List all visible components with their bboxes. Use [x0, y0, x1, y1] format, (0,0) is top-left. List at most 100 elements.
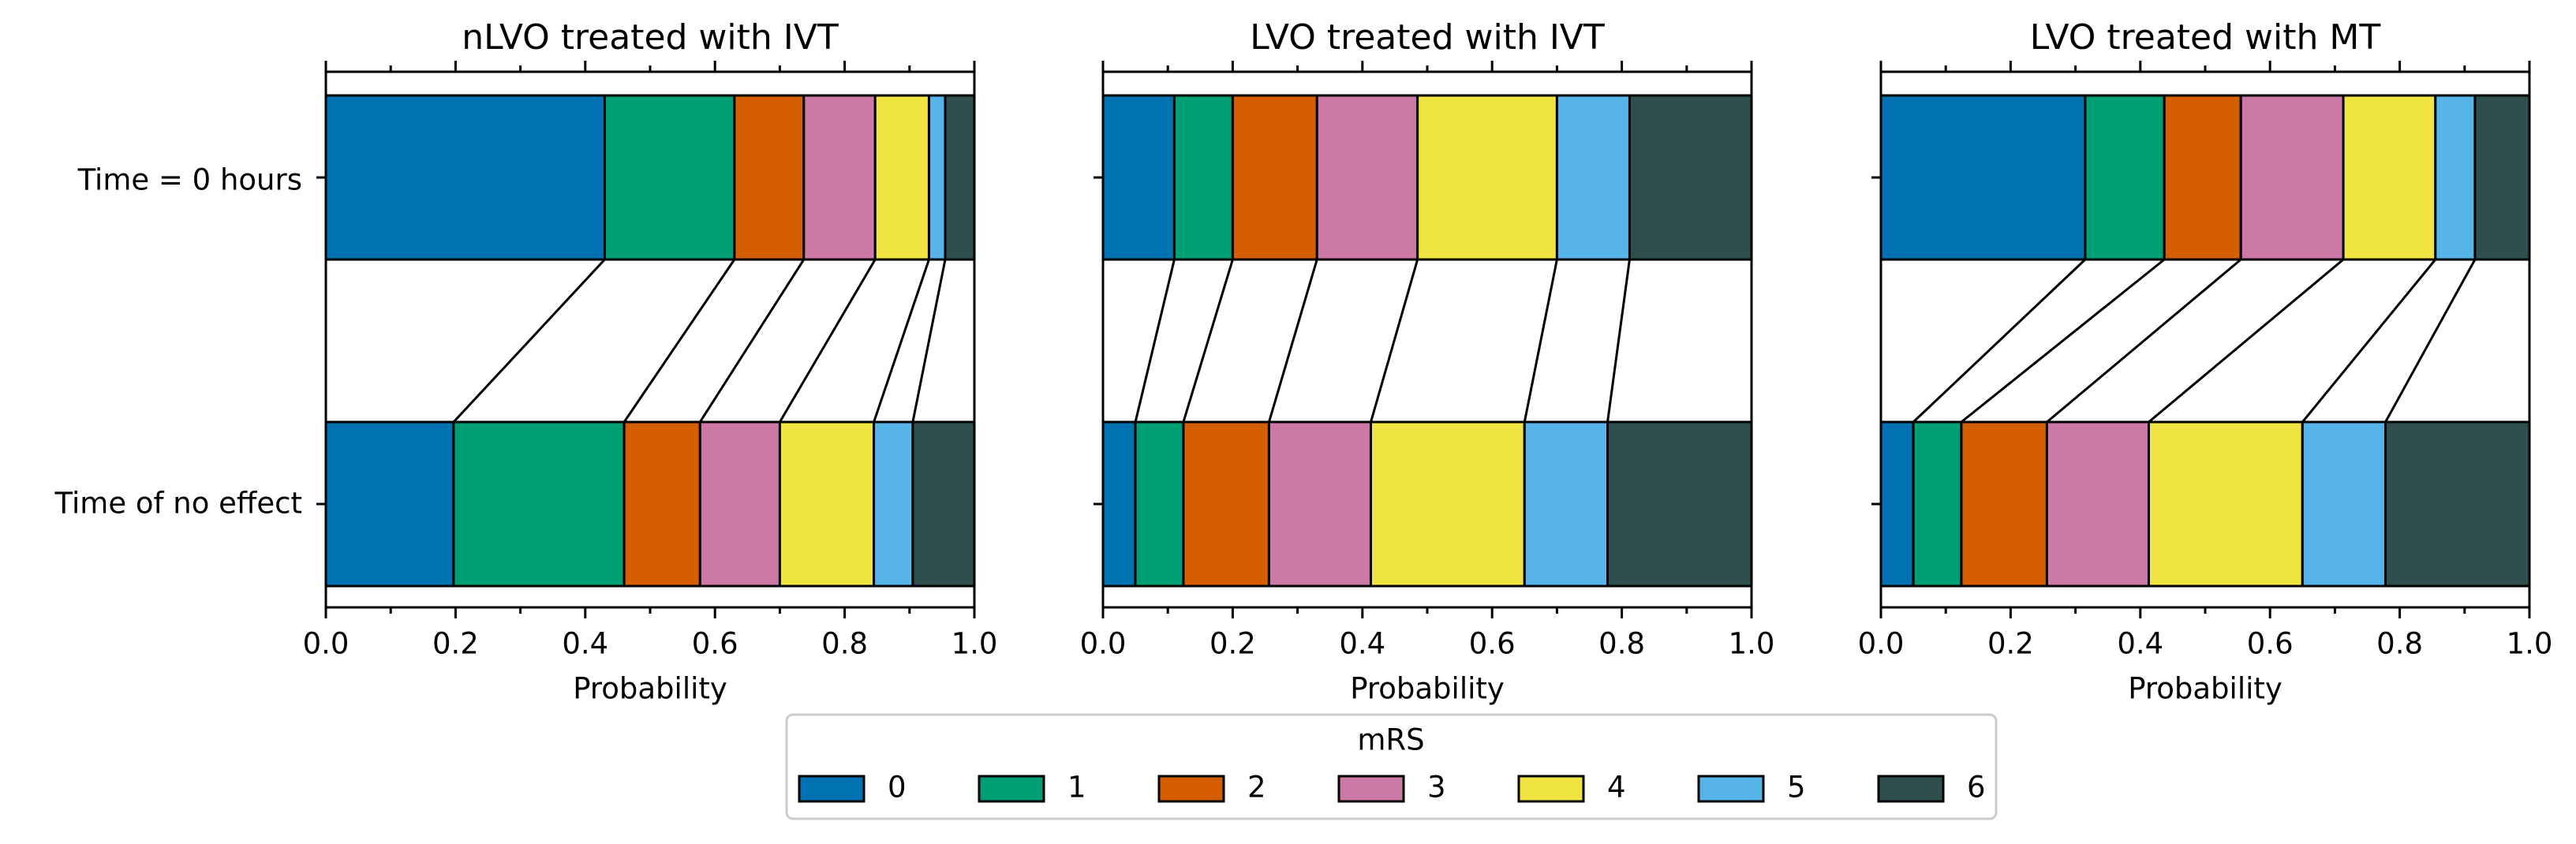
connector-line — [911, 259, 947, 423]
legend-title: mRS — [1357, 723, 1424, 757]
bar-segment-mrs-2 — [1182, 420, 1270, 588]
x-tick-label: 1.0 — [2507, 627, 2553, 661]
legend: mRS 0 1 2 3 4 5 6 — [785, 713, 1998, 820]
x-tick-label: 0.0 — [1080, 627, 1127, 661]
x-tick-label: 0.2 — [432, 627, 479, 661]
bar-segment-mrs-5 — [1555, 94, 1631, 261]
chart-panel-2: 0.0 0.2 0.4 0.6 0.8 1.0 Probability LVO treated… — [1858, 17, 2553, 706]
connector-line — [452, 258, 606, 424]
bar-segment-mrs-4 — [1369, 420, 1526, 588]
x-tick-label: 0.8 — [821, 627, 868, 661]
bar-segment-mrs-1 — [1172, 94, 1234, 261]
legend-label: 5 — [1787, 771, 1806, 805]
bar-segment-mrs-0 — [1101, 420, 1137, 588]
legend-entry-mrs-3: 3 — [1337, 771, 1446, 805]
connector-line — [1912, 258, 2086, 424]
x-tick-label: 0.0 — [1858, 627, 1905, 661]
ylabel-time-no-effect: Time of no effect — [54, 487, 302, 521]
connector-line — [1606, 259, 1631, 423]
connector-line — [779, 259, 877, 423]
bar-segment-mrs-1 — [452, 420, 626, 588]
connector-line — [873, 259, 930, 423]
connector-line — [1267, 259, 1318, 423]
connector-line — [1182, 259, 1234, 423]
legend-label: 1 — [1067, 771, 1086, 805]
bar-segment-mrs-4 — [778, 420, 876, 588]
bar-segment-mrs-0 — [1101, 94, 1176, 261]
connector-line — [2046, 258, 2242, 424]
bar-segment-mrs-4 — [1416, 94, 1558, 261]
legend-label: 6 — [1967, 771, 1986, 805]
legend-swatch — [1517, 775, 1585, 803]
x-tick-label: 0.2 — [1987, 627, 2034, 661]
x-axis-label: Probability — [2128, 672, 2283, 706]
x-tick-label: 0.8 — [1598, 627, 1645, 661]
chart-panels: 0.0 0.2 0.4 0.6 0.8 1.0 Probability nLVO treate… — [303, 17, 2553, 706]
bar-segment-mrs-6 — [1606, 420, 1753, 588]
bar-segment-mrs-6 — [944, 94, 976, 261]
legend-entry-mrs-6: 6 — [1877, 771, 1986, 805]
bar-segment-mrs-0 — [324, 420, 455, 588]
bar-segment-mrs-3 — [1315, 94, 1419, 261]
bar-segment-mrs-0 — [1879, 94, 2087, 261]
bar-segment-mrs-2 — [733, 94, 806, 261]
legend-swatch — [978, 775, 1045, 803]
legend-box — [785, 713, 1998, 820]
bar-segment-mrs-3 — [2045, 420, 2150, 588]
connector-line — [2301, 259, 2436, 423]
legend-swatch — [1337, 775, 1405, 803]
x-tick-label: 1.0 — [1729, 627, 1775, 661]
legend-label: 0 — [888, 771, 907, 805]
y-axis-labels: Time = 0 hours Time of no effect — [54, 163, 302, 521]
legend-label: 3 — [1427, 771, 1446, 805]
chart-panel-1: 0.0 0.2 0.4 0.6 0.8 1.0 Probability LVO treated… — [1080, 17, 1775, 706]
x-tick-label: 0.0 — [303, 627, 350, 661]
bar-segment-mrs-4 — [2342, 94, 2437, 261]
chart-title: nLVO treated with IVT — [462, 17, 839, 58]
legend-swatch — [1877, 775, 1945, 803]
bar-segment-mrs-3 — [802, 94, 877, 261]
legend-label: 2 — [1247, 771, 1266, 805]
bar-segment-mrs-2 — [1960, 420, 2048, 588]
bar-segment-mrs-5 — [2301, 420, 2387, 588]
bar-segment-mrs-6 — [2384, 420, 2531, 588]
connector-line — [1134, 259, 1176, 423]
connector-line — [699, 259, 806, 423]
x-tick-label: 0.4 — [2117, 627, 2163, 661]
x-axis-label: Probability — [1350, 672, 1505, 706]
legend-entry-mrs-5: 5 — [1697, 771, 1806, 805]
bar-segment-mrs-4 — [2147, 420, 2304, 588]
connector-line — [623, 259, 736, 423]
bar-segment-mrs-2 — [623, 420, 701, 588]
bar-segment-mrs-3 — [2239, 94, 2345, 261]
bar-segment-mrs-3 — [1267, 420, 1372, 588]
legend-entry-mrs-1: 1 — [978, 771, 1086, 805]
x-tick-label: 0.6 — [692, 627, 738, 661]
chart-panel-0: 0.0 0.2 0.4 0.6 0.8 1.0 Probability nLVO treate… — [303, 17, 998, 706]
bar-segment-mrs-6 — [2473, 94, 2531, 261]
x-tick-label: 0.4 — [562, 627, 608, 661]
bar-segment-mrs-1 — [2084, 94, 2166, 261]
bar-segment-mrs-1 — [1134, 420, 1185, 588]
x-tick-label: 0.6 — [1469, 627, 1516, 661]
chart-title: LVO treated with MT — [2030, 17, 2381, 58]
connector-line — [1960, 258, 2166, 424]
bar-segment-mrs-5 — [1523, 420, 1610, 588]
legend-swatch — [1697, 775, 1765, 803]
connector-line — [1370, 259, 1419, 423]
legend-label: 4 — [1607, 771, 1626, 805]
x-tick-label: 1.0 — [952, 627, 998, 661]
bar-segment-mrs-2 — [2163, 94, 2242, 261]
legend-entry-mrs-0: 0 — [798, 771, 907, 805]
bar-segment-mrs-4 — [873, 94, 930, 261]
legend-entries: 0 1 2 3 4 5 6 — [798, 771, 1986, 805]
x-tick-label: 0.2 — [1209, 627, 1256, 661]
bar-segment-mrs-3 — [698, 420, 781, 588]
bar-segment-mrs-6 — [1628, 94, 1753, 261]
bar-segment-mrs-5 — [2434, 94, 2477, 261]
bar-segment-mrs-5 — [873, 420, 914, 588]
bar-segment-mrs-5 — [927, 94, 947, 261]
bar-segment-mrs-1 — [603, 94, 736, 261]
bar-segment-mrs-1 — [1912, 420, 1963, 588]
connector-line — [2148, 258, 2345, 424]
